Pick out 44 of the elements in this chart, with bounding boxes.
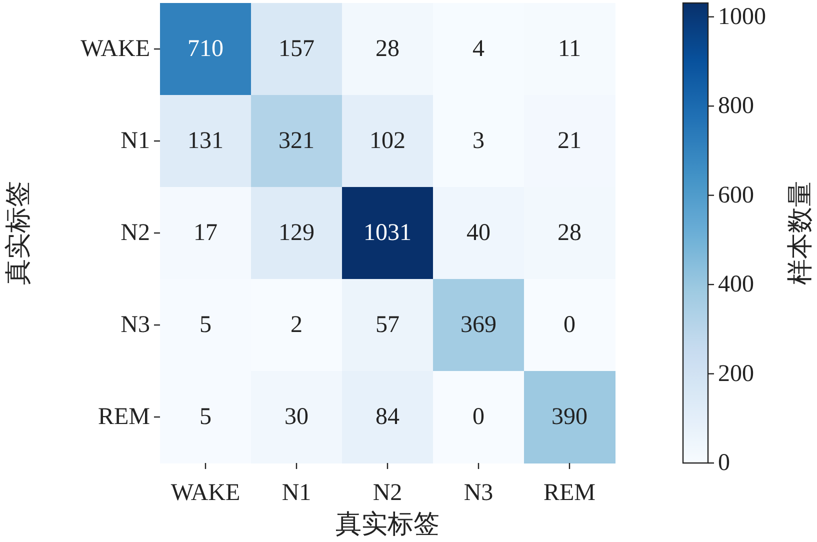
data-label: 84 — [376, 404, 400, 430]
y-tick-label: N3 — [120, 312, 150, 338]
data-label: 11 — [558, 36, 582, 62]
data-label: 2 — [290, 312, 302, 338]
data-label: 390 — [552, 404, 588, 430]
data-label: 1031 — [364, 220, 412, 246]
color-bar-label: 1000 — [718, 4, 766, 30]
data-label: 102 — [370, 128, 406, 154]
data-label: 21 — [558, 128, 582, 154]
data-label: 5 — [200, 312, 212, 338]
color-bar-label: 0 — [718, 450, 730, 476]
x-tick-label: N3 — [464, 480, 494, 506]
data-label: 28 — [558, 220, 582, 246]
data-label: 30 — [284, 404, 308, 430]
data-label: 157 — [278, 36, 314, 62]
data-label: 4 — [472, 36, 484, 62]
y-tick-label: REM — [98, 404, 150, 430]
data-label: 5 — [200, 404, 212, 430]
data-label: 40 — [466, 220, 490, 246]
data-label: 28 — [376, 36, 400, 62]
x-tick-label: WAKE — [170, 480, 240, 506]
color-bar-label: 600 — [718, 182, 754, 208]
data-label: 321 — [278, 128, 314, 154]
data-label: 3 — [472, 128, 484, 154]
data-label: 57 — [376, 312, 400, 338]
data-label: 0 — [564, 312, 576, 338]
data-label: 17 — [194, 220, 218, 246]
y-axis-title: 真实标签 — [4, 181, 32, 285]
x-tick-label: N1 — [282, 480, 312, 506]
y-tick-label: WAKE — [80, 36, 150, 62]
color-bar-title: 样本数量 — [786, 181, 814, 285]
y-tick-label: N2 — [120, 220, 150, 246]
x-tick-label: REM — [543, 480, 596, 506]
x-axis-title: 真实标签 — [336, 510, 440, 538]
data-label: 369 — [460, 312, 496, 338]
color-bar-label: 400 — [718, 272, 754, 298]
data-label: 710 — [188, 36, 224, 62]
color-bar-label: 200 — [718, 360, 754, 387]
data-label: 0 — [472, 404, 484, 430]
data-label: 129 — [278, 220, 314, 246]
color-bar-label: 800 — [718, 93, 754, 120]
data-label: 131 — [188, 128, 224, 154]
y-tick-label: N1 — [120, 128, 150, 154]
x-tick-label: N2 — [372, 480, 402, 506]
